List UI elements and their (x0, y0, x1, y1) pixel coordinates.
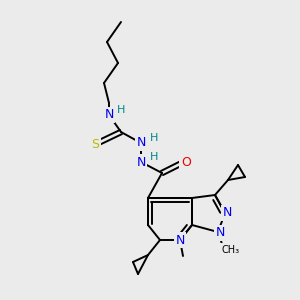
Text: H: H (150, 133, 158, 143)
Text: N: N (136, 155, 146, 169)
Text: O: O (181, 157, 191, 169)
Text: CH₃: CH₃ (222, 245, 240, 255)
Text: N: N (175, 233, 185, 247)
Text: N: N (104, 109, 114, 122)
Text: S: S (91, 137, 99, 151)
Text: N: N (222, 206, 232, 220)
Text: N: N (215, 226, 225, 239)
Text: H: H (117, 105, 125, 115)
Text: H: H (150, 152, 158, 162)
Text: N: N (136, 136, 146, 149)
